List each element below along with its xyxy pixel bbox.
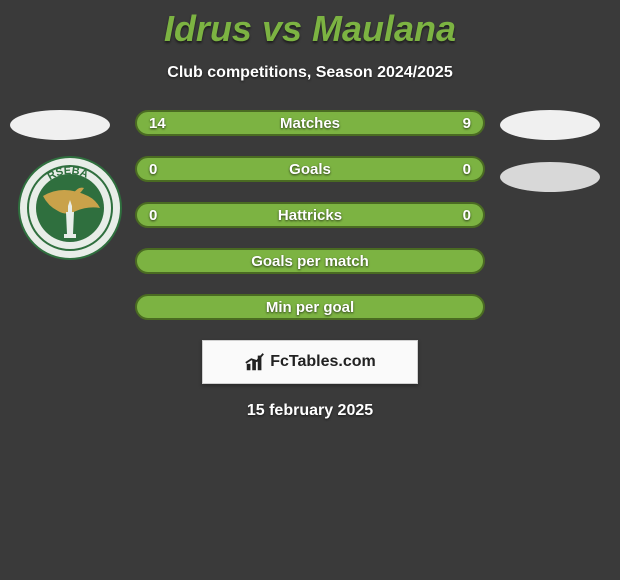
stat-right-value: 0	[463, 161, 471, 178]
stat-row-goals: 0 Goals 0	[135, 156, 485, 182]
stat-row-hattricks: 0 Hattricks 0	[135, 202, 485, 228]
stat-left-value: 0	[149, 207, 157, 224]
content-area: RSEBA 14 Matches 9 0 Goals 0 0 Hattricks…	[0, 110, 620, 420]
player-left-placeholder	[10, 110, 110, 140]
stat-right-value: 0	[463, 207, 471, 224]
player-right-placeholder-2	[500, 162, 600, 192]
stat-label: Hattricks	[278, 207, 342, 224]
stats-panel: 14 Matches 9 0 Goals 0 0 Hattricks 0 Goa…	[135, 110, 485, 320]
subtitle: Club competitions, Season 2024/2025	[0, 64, 620, 82]
stat-label: Matches	[280, 115, 340, 132]
stat-label: Goals per match	[251, 253, 369, 270]
page-title: Idrus vs Maulana	[0, 0, 620, 50]
club-badge: RSEBA	[18, 156, 122, 260]
stat-label: Min per goal	[266, 299, 354, 316]
stat-right-value: 9	[463, 115, 471, 132]
club-badge-icon: RSEBA	[18, 156, 122, 260]
stat-row-goals-per-match: Goals per match	[135, 248, 485, 274]
player-right-placeholder	[500, 110, 600, 140]
bar-chart-icon	[244, 351, 266, 373]
stat-left-value: 0	[149, 161, 157, 178]
source-logo[interactable]: FcTables.com	[202, 340, 418, 384]
stat-row-min-per-goal: Min per goal	[135, 294, 485, 320]
date-text: 15 february 2025	[0, 402, 620, 420]
stat-row-matches: 14 Matches 9	[135, 110, 485, 136]
stat-label: Goals	[289, 161, 331, 178]
source-logo-text: FcTables.com	[270, 353, 376, 371]
stat-left-value: 14	[149, 115, 166, 132]
